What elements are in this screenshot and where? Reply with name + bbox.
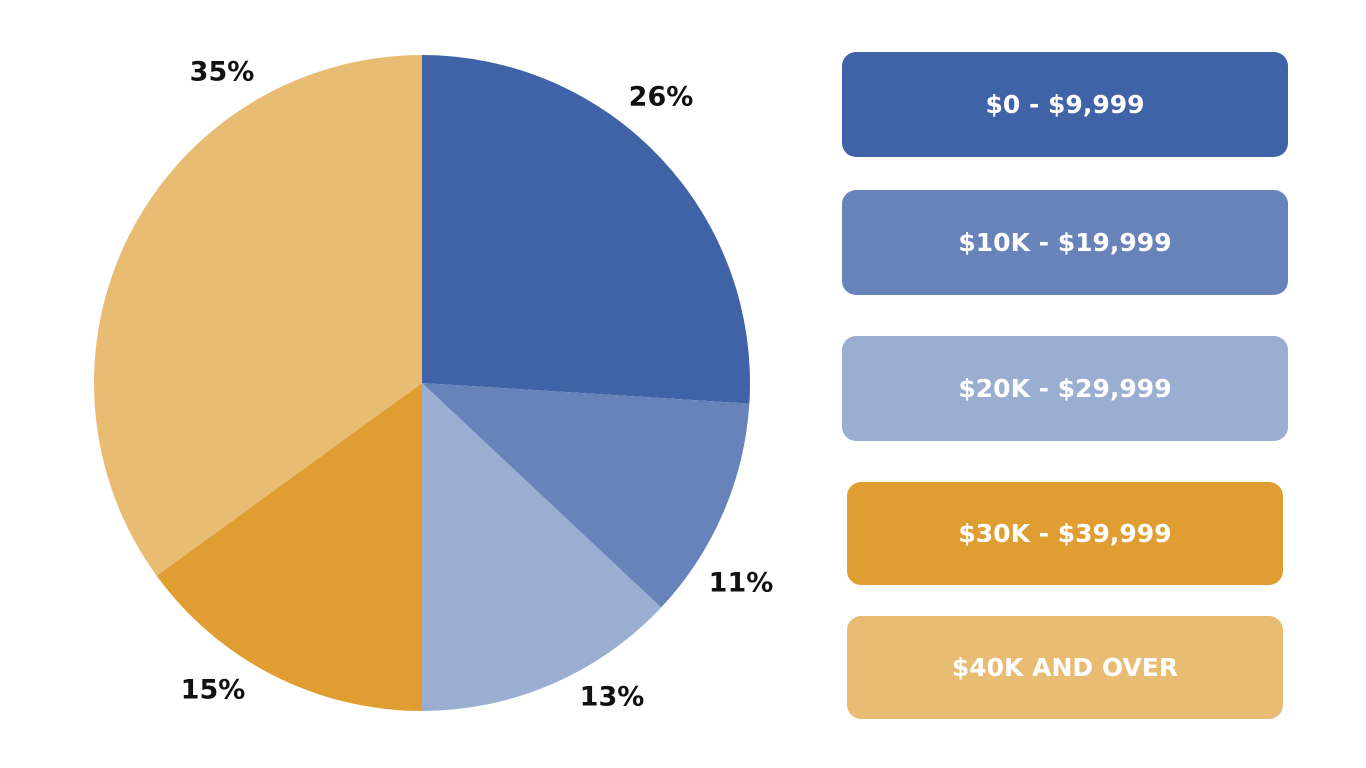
legend-item-3: $30K - $39,999 (847, 482, 1283, 585)
slice-label-2: 13% (579, 681, 645, 713)
pie-slice-0 (422, 55, 750, 404)
slice-label-1: 11% (708, 567, 774, 599)
legend-item-2: $20K - $29,999 (842, 336, 1288, 441)
legend-item-0: $0 - $9,999 (842, 52, 1288, 157)
pie-slice-4 (94, 54, 422, 576)
pie-slice-1 (422, 383, 750, 608)
slice-label-0: 26% (628, 81, 694, 113)
pie-slice-3 (156, 383, 422, 711)
slice-label-3: 15% (180, 674, 246, 706)
pie-slice-2 (422, 383, 662, 711)
legend-item-1: $10K - $19,999 (842, 190, 1288, 295)
slice-label-4: 35% (189, 56, 255, 88)
legend-item-4: $40K AND OVER (847, 616, 1283, 719)
